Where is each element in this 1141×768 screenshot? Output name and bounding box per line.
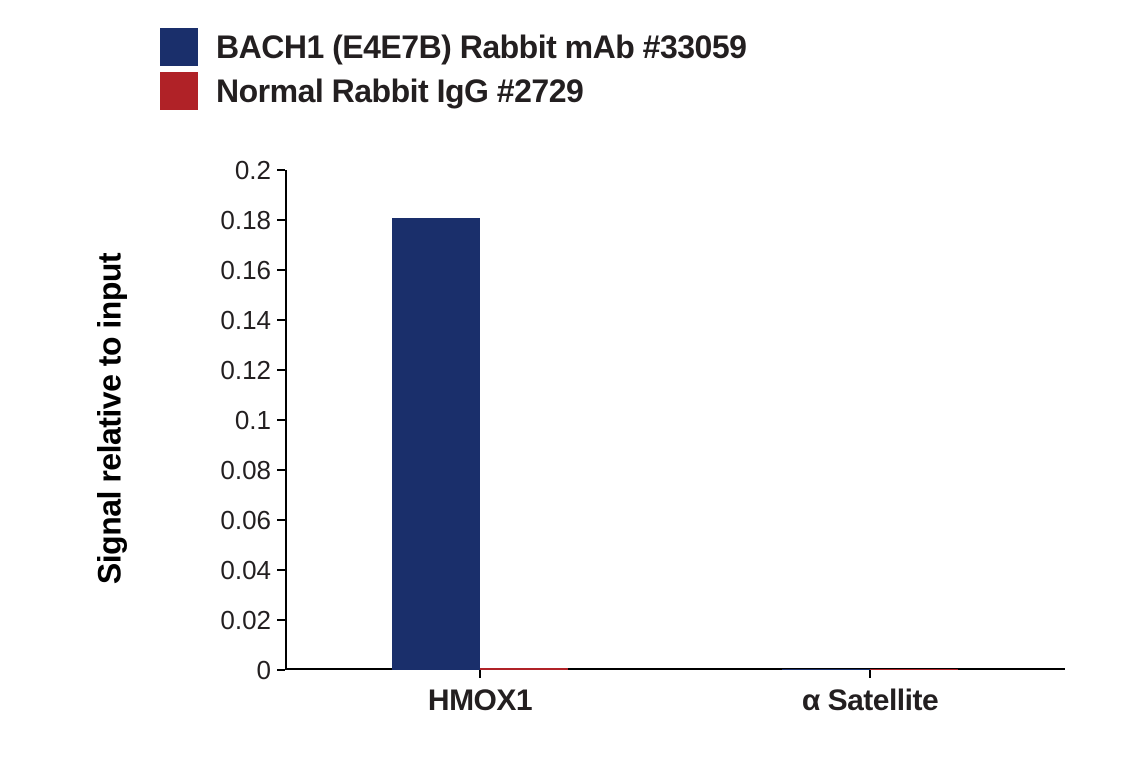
bar	[392, 218, 480, 671]
y-tick	[277, 169, 285, 171]
y-tick-label: 0.08	[191, 455, 271, 486]
y-tick	[277, 369, 285, 371]
y-axis-line	[285, 170, 287, 670]
y-tick-label: 0.16	[191, 255, 271, 286]
y-tick-label: 0.2	[191, 155, 271, 186]
y-axis-title: Signal relative to input	[92, 219, 129, 619]
chart-container: BACH1 (E4E7B) Rabbit mAb #33059 Normal R…	[0, 0, 1141, 768]
y-tick	[277, 669, 285, 671]
y-tick	[277, 419, 285, 421]
x-tick	[479, 670, 481, 678]
y-tick-label: 0.14	[191, 305, 271, 336]
y-tick	[277, 319, 285, 321]
y-tick	[277, 469, 285, 471]
y-tick	[277, 569, 285, 571]
legend: BACH1 (E4E7B) Rabbit mAb #33059 Normal R…	[160, 28, 746, 116]
legend-item: BACH1 (E4E7B) Rabbit mAb #33059	[160, 28, 746, 66]
legend-label: BACH1 (E4E7B) Rabbit mAb #33059	[216, 29, 746, 66]
y-tick-label: 0.04	[191, 555, 271, 586]
y-tick-label: 0	[191, 655, 271, 686]
y-tick-label: 0.12	[191, 355, 271, 386]
x-tick-label: HMOX1	[360, 684, 600, 718]
y-tick	[277, 619, 285, 621]
bar	[782, 669, 870, 670]
legend-item: Normal Rabbit IgG #2729	[160, 72, 746, 110]
bar	[480, 668, 568, 670]
y-tick-label: 0.1	[191, 405, 271, 436]
legend-label: Normal Rabbit IgG #2729	[216, 73, 583, 110]
plot-area: 00.020.040.060.080.10.120.140.160.180.2H…	[285, 170, 1065, 670]
x-tick-label: α Satellite	[750, 684, 990, 718]
y-tick-label: 0.18	[191, 205, 271, 236]
x-tick	[869, 670, 871, 678]
legend-swatch-icon	[160, 72, 198, 110]
y-tick-label: 0.06	[191, 505, 271, 536]
y-tick	[277, 269, 285, 271]
legend-swatch-icon	[160, 28, 198, 66]
bar	[870, 669, 958, 670]
y-tick	[277, 519, 285, 521]
y-tick-label: 0.02	[191, 605, 271, 636]
y-tick	[277, 219, 285, 221]
